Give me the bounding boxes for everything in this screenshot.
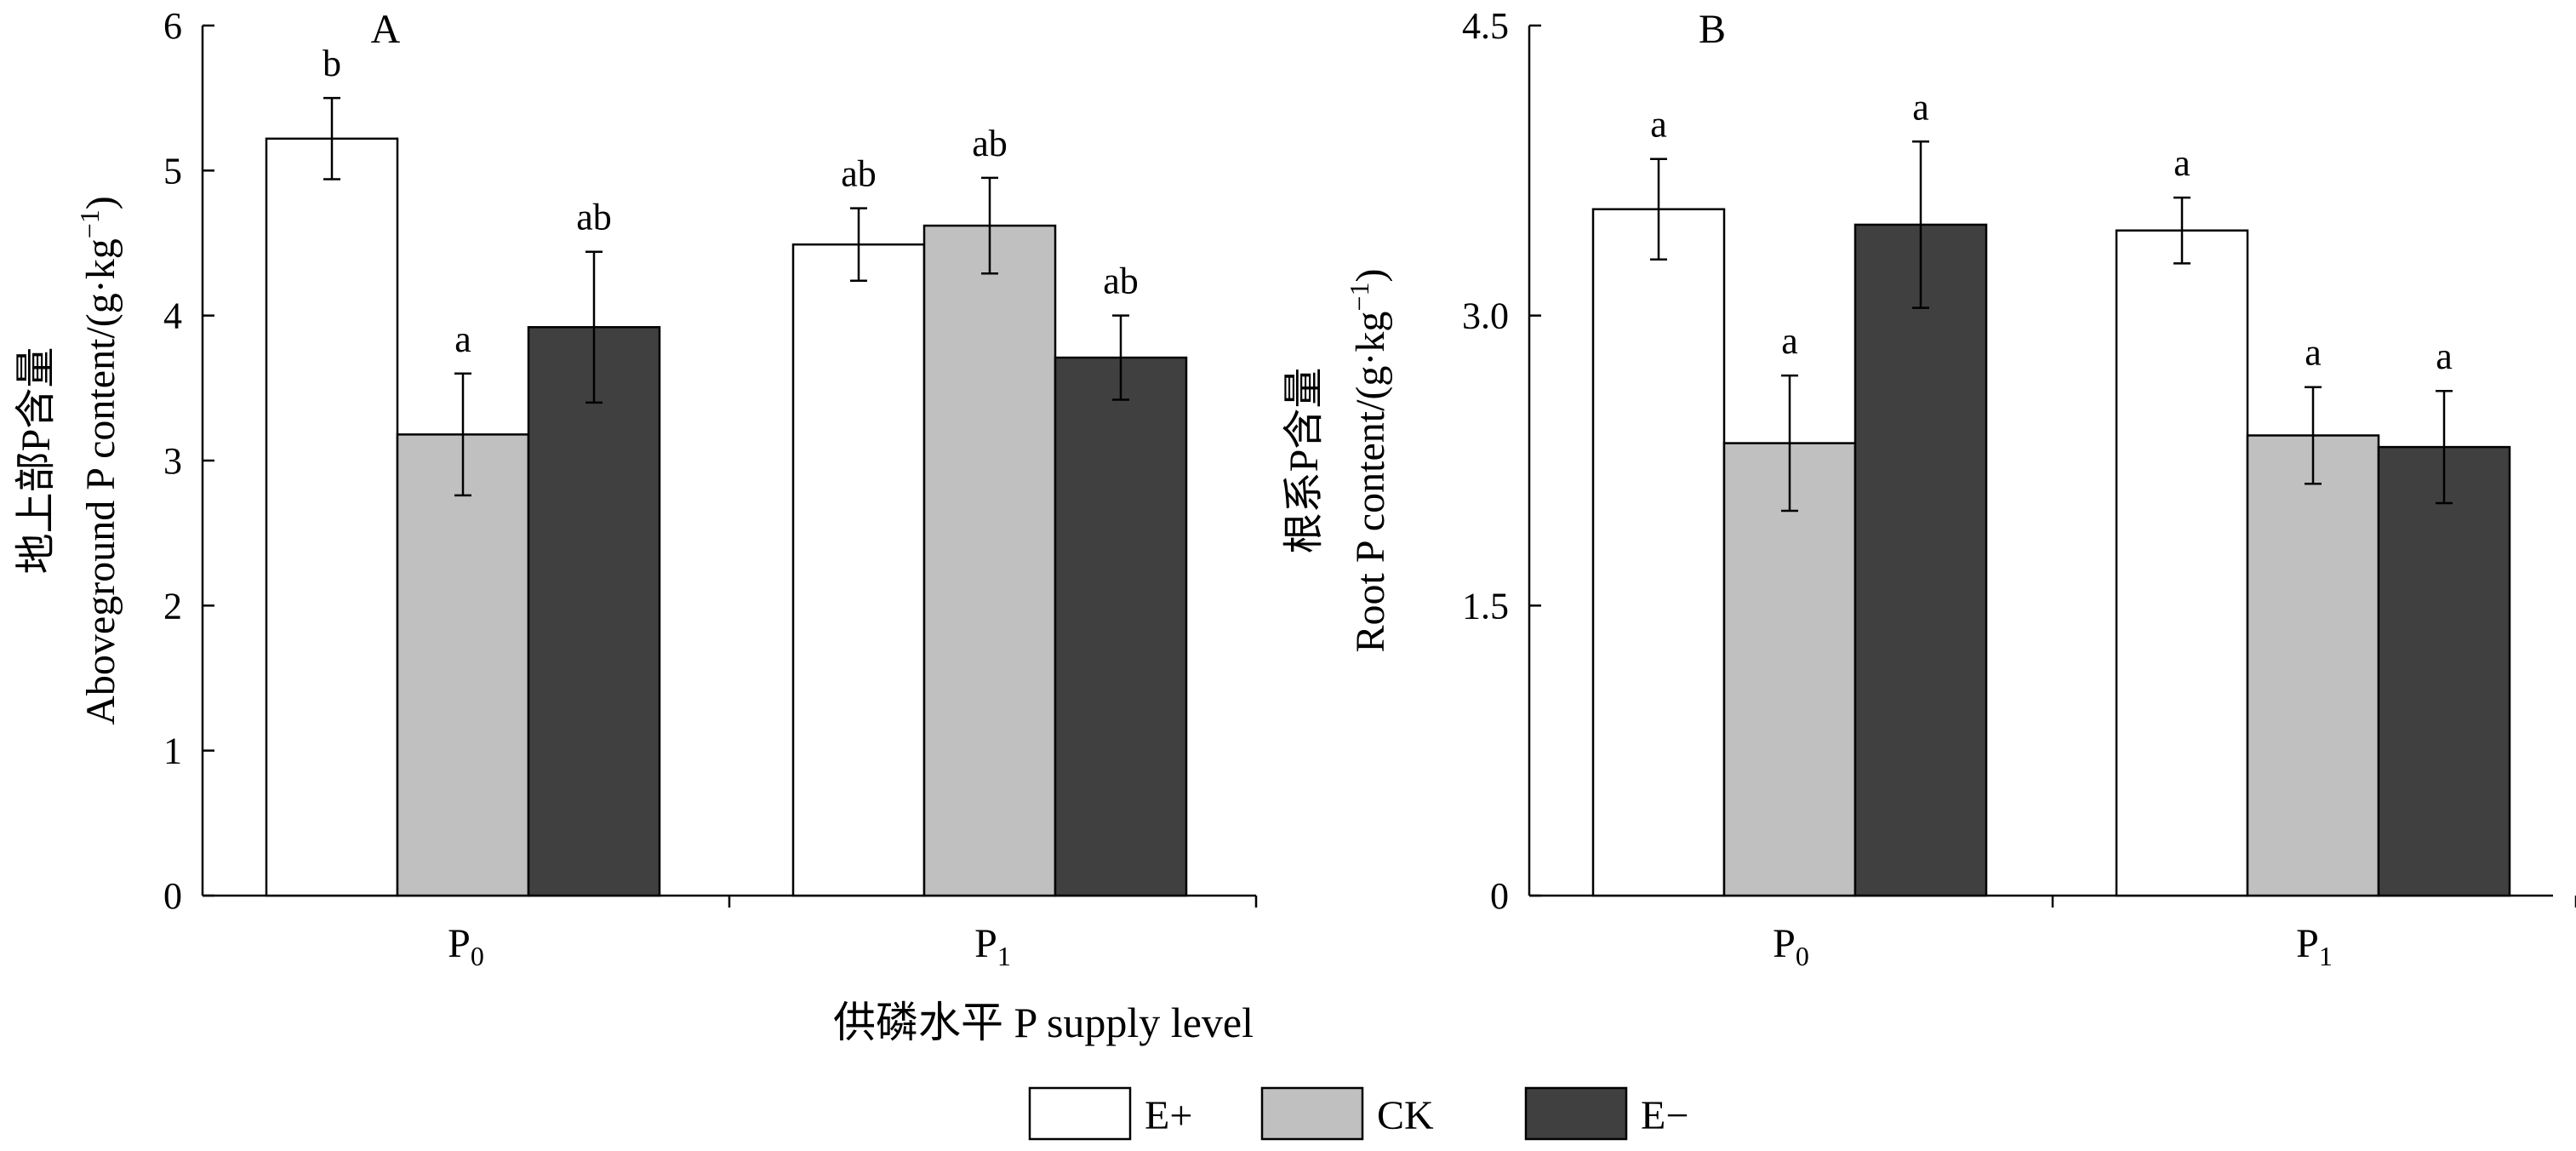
panel-label: B — [1699, 7, 1726, 52]
significance-label: ab — [841, 153, 877, 195]
significance-label: a — [2305, 332, 2322, 374]
legend-label: CK — [1377, 1093, 1434, 1138]
category-label: P1 — [2296, 921, 2333, 971]
y-axis-title-cn: 根系P含量 — [1282, 368, 1327, 554]
significance-label: a — [2173, 142, 2190, 184]
legend-swatch — [1524, 1086, 1628, 1141]
bar — [2115, 229, 2249, 897]
y-tick-label: 3.0 — [1462, 295, 1509, 337]
significance-label: a — [1912, 86, 1929, 128]
significance-label: b — [323, 43, 341, 84]
y-tick-label: 4.5 — [1462, 5, 1509, 47]
panel-label: A — [371, 7, 401, 52]
bar — [1853, 223, 1988, 897]
bar — [2377, 445, 2511, 897]
bar — [791, 243, 926, 897]
legend-swatch — [1028, 1086, 1132, 1141]
panel-a: 0 1 2 3 4 5 6 b a ab P0 ab ab ab P1 A 地上部P含量 Aboveground … — [14, 5, 1258, 971]
legend-label: E− — [1641, 1093, 1688, 1138]
y-tick-label: 6 — [163, 5, 182, 47]
bar — [265, 137, 399, 897]
y-tick-label: 1 — [163, 730, 182, 772]
significance-label: a — [2436, 335, 2453, 377]
significance-label: ab — [972, 123, 1008, 164]
y-tick-label: 3 — [163, 440, 182, 482]
significance-label: ab — [576, 197, 612, 238]
y-axis-title-en: Root P content/(g·kg−1) — [1344, 269, 1393, 653]
bar — [396, 433, 530, 897]
category-label: P1 — [974, 921, 1011, 971]
legend-label: E+ — [1145, 1093, 1192, 1138]
legend: E+ CK E− — [1028, 1086, 1688, 1141]
panel-b: 0 1.5 3.0 4.5 a a a P0 a a a P1 B 根系P含量 Root P content… — [1282, 5, 2576, 971]
bar — [1591, 208, 1726, 897]
bar — [527, 326, 661, 897]
x-axis-title: 供磷水平 P supply level — [833, 999, 1254, 1046]
significance-label: a — [1781, 320, 1798, 362]
bar — [2246, 434, 2380, 897]
bar — [922, 224, 1057, 897]
y-tick-label: 5 — [163, 150, 182, 192]
significance-label: a — [1650, 104, 1667, 146]
y-tick-label: 1.5 — [1462, 585, 1509, 627]
category-label: P0 — [1773, 921, 1809, 971]
bar — [1722, 442, 1857, 897]
category-label: P0 — [448, 921, 484, 971]
y-tick-label: 0 — [1490, 875, 1509, 917]
y-tick-label: 2 — [163, 585, 182, 627]
y-tick-label: 4 — [163, 295, 182, 337]
significance-label: a — [454, 318, 471, 360]
y-axis-title-en: Aboveground P content/(g·kg−1) — [74, 196, 123, 724]
y-tick-label: 0 — [163, 875, 182, 917]
y-axis-title-cn: 地上部P含量 — [14, 347, 59, 575]
bar — [1054, 356, 1188, 897]
legend-swatch — [1260, 1086, 1364, 1141]
significance-label: ab — [1103, 261, 1139, 302]
